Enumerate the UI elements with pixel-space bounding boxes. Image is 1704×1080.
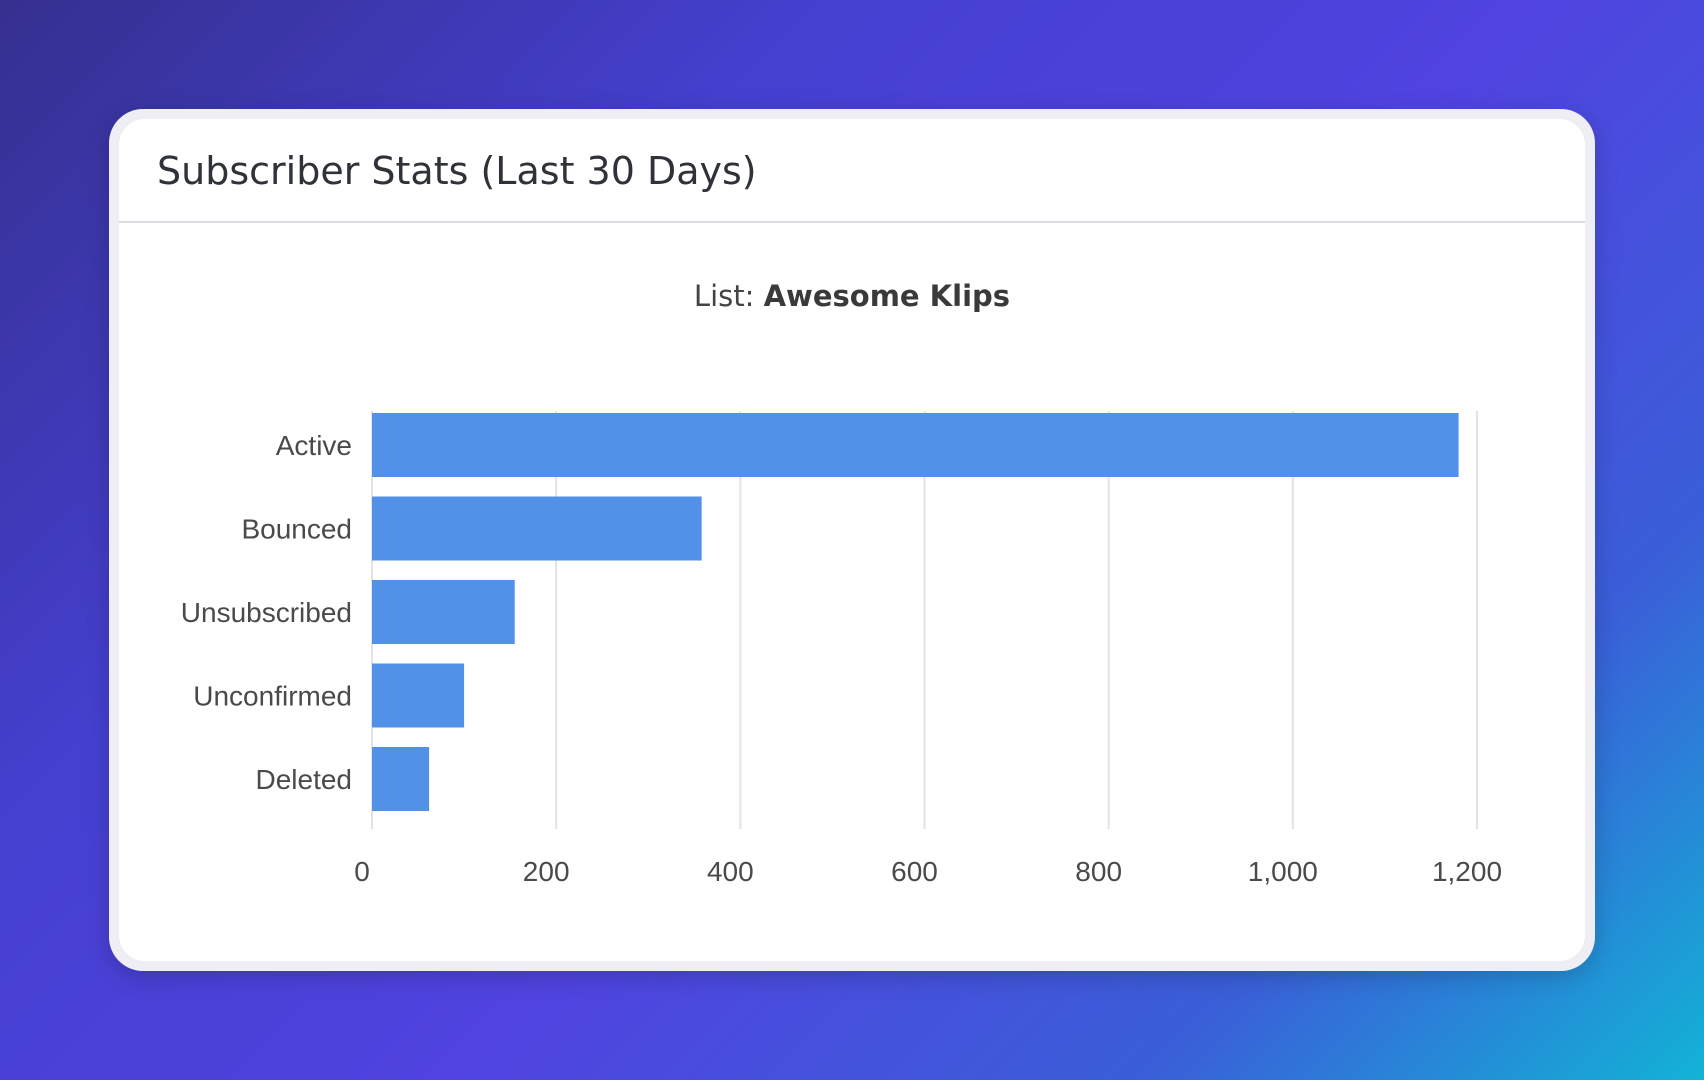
bar-active[interactable] <box>372 413 1459 477</box>
x-tick-label-0: 0 <box>354 856 370 887</box>
chart-subtitle-prefix: List: <box>693 279 755 313</box>
bar-deleted[interactable] <box>372 747 430 811</box>
bar-unconfirmed[interactable] <box>372 663 465 728</box>
bar-chart: Active Bounced Unsubscribed Unconfirmed Dele… <box>181 411 1502 887</box>
x-tick-label-4: 800 <box>1075 856 1122 887</box>
x-tick-label-2: 400 <box>707 856 754 887</box>
bar-unsubscribed[interactable] <box>372 580 515 644</box>
chart-subtitle: List: Awesome Klips <box>119 279 1585 313</box>
chart-card: Subscriber Stats (Last 30 Days) List: Aw… <box>109 109 1595 971</box>
chart-subtitle-value: Awesome Klips <box>763 279 1011 313</box>
bar-bounced[interactable] <box>372 496 702 561</box>
category-label-unsubscribed: Unsubscribed <box>181 597 352 628</box>
category-label-deleted: Deleted <box>255 764 352 795</box>
x-tick-label-3: 600 <box>891 856 938 887</box>
x-tick-label-6: 1,200 <box>1432 856 1502 887</box>
card-title: Subscriber Stats (Last 30 Days) <box>157 149 757 193</box>
chart-card-body: Subscriber Stats (Last 30 Days) List: Aw… <box>119 119 1585 961</box>
x-tick-label-5: 1,000 <box>1248 856 1318 887</box>
category-label-active: Active <box>276 430 352 461</box>
category-label-bounced: Bounced <box>241 514 352 545</box>
category-label-unconfirmed: Unconfirmed <box>193 681 352 712</box>
card-header: Subscriber Stats (Last 30 Days) <box>119 119 1585 223</box>
x-tick-label-1: 200 <box>523 856 570 887</box>
